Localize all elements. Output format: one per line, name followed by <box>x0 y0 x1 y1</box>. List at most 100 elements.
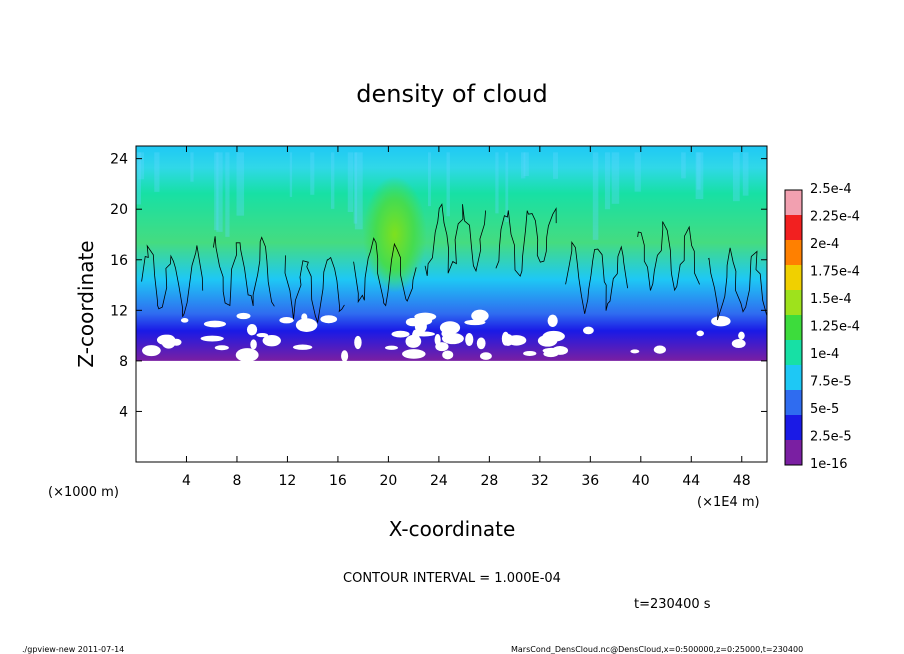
cloud-gap <box>696 330 704 337</box>
x-tick-label: 36 <box>581 473 599 489</box>
cloud-streak <box>138 152 145 180</box>
cloud-streak <box>521 152 526 179</box>
cloud-streak <box>190 152 194 182</box>
cloud-streak <box>330 152 335 209</box>
x-tick-label: 8 <box>232 473 241 489</box>
cloud-gap <box>480 352 492 360</box>
cloud-streak <box>553 152 558 179</box>
contour-line <box>637 221 700 292</box>
cloud-gap <box>256 332 269 338</box>
x-tick-label: 16 <box>329 473 347 489</box>
cloud-gap <box>582 326 594 335</box>
colorbar-label: 7.5e-5 <box>810 375 852 390</box>
cloud-gap <box>161 334 176 349</box>
footer-right: MarsCond_DensCloud.nc@DensCloud,x=0:5000… <box>511 645 803 654</box>
colorbar-label: 5e-5 <box>810 402 839 417</box>
y-axis: 4 8 12 16 20 24 <box>110 152 767 420</box>
cloud-streak <box>696 152 701 190</box>
time-text: t=230400 s <box>634 597 711 612</box>
contour-line <box>495 207 557 277</box>
cloud-gap <box>246 323 258 336</box>
cloud-gap <box>203 320 227 328</box>
contour-lines <box>141 203 767 324</box>
cloud-streak <box>634 152 641 192</box>
cloud-gap <box>501 331 510 346</box>
contour-line <box>284 255 345 324</box>
colorbar-swatch <box>785 290 802 315</box>
colorbar-frame <box>784 189 803 466</box>
cloud-gap <box>354 335 362 350</box>
cloud-gap <box>142 345 161 357</box>
y-tick-label: 8 <box>119 354 128 370</box>
cloud-streak <box>214 152 219 231</box>
cloud-gap <box>295 318 318 332</box>
cloud-gap <box>250 339 257 350</box>
x-tick-label: 28 <box>480 473 498 489</box>
cloud-streak <box>310 152 315 195</box>
colorbar-label: 2e-4 <box>810 237 839 252</box>
y-unit-label: (×1000 m) <box>48 485 119 500</box>
cloud-gap <box>384 345 399 350</box>
cloud-streak <box>505 152 509 222</box>
x-tick-label: 20 <box>379 473 397 489</box>
contour-line <box>707 247 767 321</box>
colorbar-swatch <box>785 265 802 290</box>
cloud-gap <box>320 315 338 324</box>
cloud-gap <box>262 334 281 347</box>
colorbar-swatch <box>785 315 802 340</box>
contour-line <box>424 203 486 276</box>
contour-line <box>213 236 275 307</box>
plot-frame <box>135 145 768 463</box>
cloud-streak <box>604 152 611 210</box>
cloud-gap <box>301 313 308 321</box>
cloud-streak <box>446 152 450 217</box>
cloud-gap <box>630 349 640 354</box>
colorbar-label: 1e-16 <box>810 457 848 472</box>
colorbar-label: 1.5e-4 <box>810 292 852 307</box>
colorbar-label: 1.75e-4 <box>810 265 860 280</box>
cloud-gap <box>180 317 189 323</box>
colorbar-label: 2.25e-4 <box>810 210 860 225</box>
footer-left: ./gpview-new 2011-07-14 <box>22 645 124 654</box>
cloud-gap <box>279 317 294 324</box>
cloud-gap <box>442 350 454 360</box>
x-tick-label: 44 <box>682 473 700 489</box>
cloud-streak <box>136 152 142 205</box>
cloud-streak <box>495 152 499 214</box>
cloud-gap <box>391 330 410 338</box>
y-axis-title: Z-coordinate <box>74 240 98 367</box>
y-tick-label: 4 <box>119 404 128 420</box>
cloud-gap <box>341 350 349 362</box>
cloud-gap <box>439 321 461 335</box>
x-unit-label: (×1E4 m) <box>697 495 760 510</box>
cloud-gap <box>435 342 449 352</box>
cloud-streak <box>681 152 686 179</box>
colorbar-label: 1.25e-4 <box>810 320 860 335</box>
x-tick-label: 32 <box>531 473 549 489</box>
cloud-texture <box>136 152 749 362</box>
cloud-gap <box>441 332 464 345</box>
dense-cloud-core <box>362 176 427 293</box>
x-tick-label: 40 <box>632 473 650 489</box>
y-tick-label: 20 <box>110 202 128 218</box>
cloud-streak <box>154 152 160 192</box>
colorbar-swatch <box>785 390 802 415</box>
cloud-gap <box>412 331 435 337</box>
x-axis: 4 8 12 16 20 24 28 32 36 40 44 48 <box>182 146 751 489</box>
x-tick-label: 4 <box>182 473 191 489</box>
cloud-streak <box>353 152 358 224</box>
cloud-streak <box>592 152 599 240</box>
cloud-streak <box>695 152 704 200</box>
cloud-gap <box>523 350 537 357</box>
cloud-gap <box>653 345 666 354</box>
colorbar-label: 1e-4 <box>810 347 839 362</box>
cloud-gap <box>405 334 422 348</box>
cloud-gap <box>711 315 731 327</box>
cloud-gap <box>731 339 746 349</box>
colorbar-swatch <box>785 215 802 240</box>
x-axis-title: X-coordinate <box>389 517 516 541</box>
cloud-gap <box>292 344 313 350</box>
x-tick-label: 48 <box>733 473 751 489</box>
cloud-gap <box>414 312 437 321</box>
colorbar-swatch <box>785 440 802 465</box>
